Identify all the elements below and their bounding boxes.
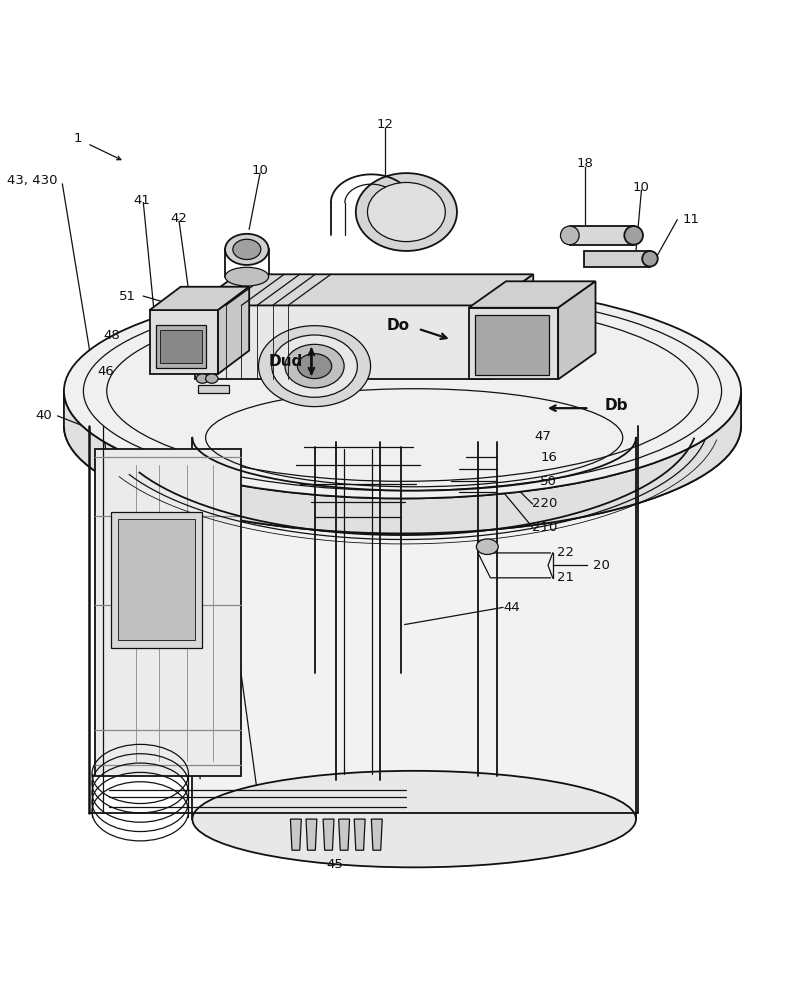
Text: 1: 1: [74, 132, 82, 145]
Polygon shape: [194, 305, 490, 379]
Polygon shape: [475, 315, 548, 375]
Text: 47: 47: [534, 430, 551, 443]
Text: 40: 40: [35, 409, 52, 422]
Polygon shape: [557, 281, 595, 379]
Text: 16: 16: [540, 451, 556, 464]
Text: 22: 22: [556, 546, 573, 559]
Polygon shape: [306, 819, 316, 850]
Polygon shape: [161, 330, 202, 363]
Text: 11: 11: [682, 213, 699, 226]
Text: 46: 46: [97, 365, 113, 378]
Ellipse shape: [233, 239, 260, 260]
Polygon shape: [338, 819, 349, 850]
Ellipse shape: [225, 267, 268, 286]
Text: 43, 430: 43, 430: [7, 174, 58, 187]
Text: Db: Db: [604, 398, 628, 413]
Polygon shape: [468, 281, 595, 308]
Ellipse shape: [560, 226, 578, 245]
Text: 45: 45: [326, 858, 343, 871]
Ellipse shape: [64, 319, 740, 533]
Polygon shape: [323, 819, 333, 850]
Text: Do: Do: [386, 318, 410, 333]
Polygon shape: [371, 819, 381, 850]
Text: 20: 20: [593, 559, 609, 572]
Polygon shape: [192, 438, 635, 819]
Polygon shape: [95, 449, 241, 776]
Text: 21: 21: [556, 571, 573, 584]
Ellipse shape: [356, 173, 456, 251]
Ellipse shape: [284, 344, 344, 388]
Text: 48: 48: [103, 329, 120, 342]
Polygon shape: [198, 385, 229, 393]
Ellipse shape: [623, 226, 642, 245]
Polygon shape: [194, 274, 532, 305]
Ellipse shape: [367, 182, 445, 242]
Polygon shape: [64, 391, 740, 533]
Ellipse shape: [225, 234, 268, 265]
Ellipse shape: [196, 374, 209, 383]
Text: 50: 50: [540, 475, 556, 488]
Polygon shape: [111, 512, 202, 648]
Text: Dud: Dud: [268, 354, 303, 369]
Text: 12: 12: [376, 118, 393, 131]
Ellipse shape: [259, 326, 370, 407]
Ellipse shape: [64, 284, 740, 498]
Text: 220: 220: [532, 497, 557, 510]
Text: 42: 42: [170, 212, 187, 225]
Ellipse shape: [297, 354, 332, 379]
Ellipse shape: [642, 251, 657, 267]
Polygon shape: [569, 226, 633, 245]
Text: 44: 44: [502, 601, 519, 614]
Text: 51: 51: [119, 290, 137, 303]
Polygon shape: [118, 519, 194, 640]
Ellipse shape: [476, 539, 498, 554]
Polygon shape: [156, 325, 206, 368]
Polygon shape: [583, 251, 649, 267]
Polygon shape: [149, 287, 249, 310]
Polygon shape: [468, 308, 557, 379]
Polygon shape: [149, 310, 218, 374]
Text: 10: 10: [632, 181, 649, 194]
Polygon shape: [218, 287, 249, 374]
Text: 210: 210: [532, 521, 557, 534]
Ellipse shape: [192, 771, 635, 867]
Polygon shape: [354, 819, 365, 850]
Polygon shape: [290, 819, 301, 850]
Text: 10: 10: [251, 164, 268, 177]
Text: 41: 41: [133, 194, 150, 207]
Text: 18: 18: [577, 157, 593, 170]
Ellipse shape: [206, 374, 218, 383]
Polygon shape: [490, 274, 532, 379]
Ellipse shape: [271, 335, 357, 397]
